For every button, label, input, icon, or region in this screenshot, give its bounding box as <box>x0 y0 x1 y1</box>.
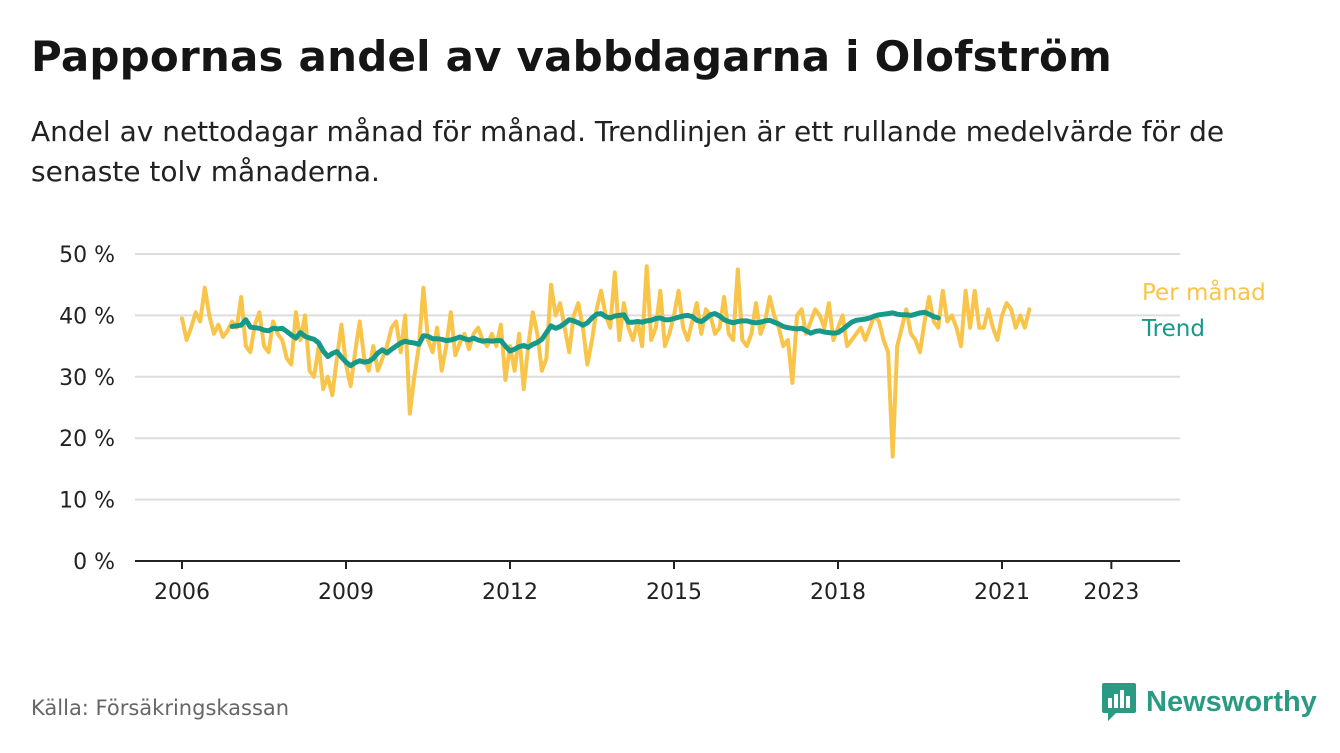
x-tick-label: 2021 <box>974 580 1030 605</box>
gridlines <box>135 253 1180 501</box>
series-line-trend <box>229 309 941 369</box>
source-note: Källa: Försäkringskassan <box>31 696 290 720</box>
x-tick-label: 2009 <box>318 580 374 605</box>
brand-name: Newsworthy <box>1146 685 1317 718</box>
chart-title: Pappornas andel av vabbdagarna i Olofstr… <box>31 32 1112 81</box>
x-axis-ticks: 2006 2009 2012 2015 2018 2021 2023 <box>154 561 1139 605</box>
newsworthy-logo-icon <box>1102 683 1136 721</box>
series-line-per-manad <box>180 264 1032 459</box>
y-tick-label: 50 % <box>59 243 115 268</box>
y-tick-label: 40 % <box>59 304 115 329</box>
y-tick-label: 30 % <box>59 366 115 391</box>
y-tick-label: 20 % <box>59 427 115 452</box>
x-tick-label: 2006 <box>154 580 210 605</box>
y-tick-label: 10 % <box>59 489 115 514</box>
x-tick-label: 2018 <box>810 580 866 605</box>
x-tick-label: 2015 <box>646 580 702 605</box>
brand-logo[interactable]: Newsworthy <box>1102 683 1317 721</box>
y-tick-label: 0 % <box>73 550 115 575</box>
y-axis-tick-labels: 0 % 10 % 20 % 30 % 40 % 50 % <box>59 243 115 575</box>
x-tick-label: 2012 <box>482 580 538 605</box>
x-tick-label: 2023 <box>1083 580 1139 605</box>
legend: Per månad Trend <box>1141 278 1266 342</box>
legend-label-trend: Trend <box>1141 316 1205 342</box>
series-lines <box>180 264 1032 459</box>
chart-subtitle: Andel av nettodagar månad för månad. Tre… <box>31 115 1225 188</box>
legend-label-per-manad: Per månad <box>1142 278 1266 306</box>
